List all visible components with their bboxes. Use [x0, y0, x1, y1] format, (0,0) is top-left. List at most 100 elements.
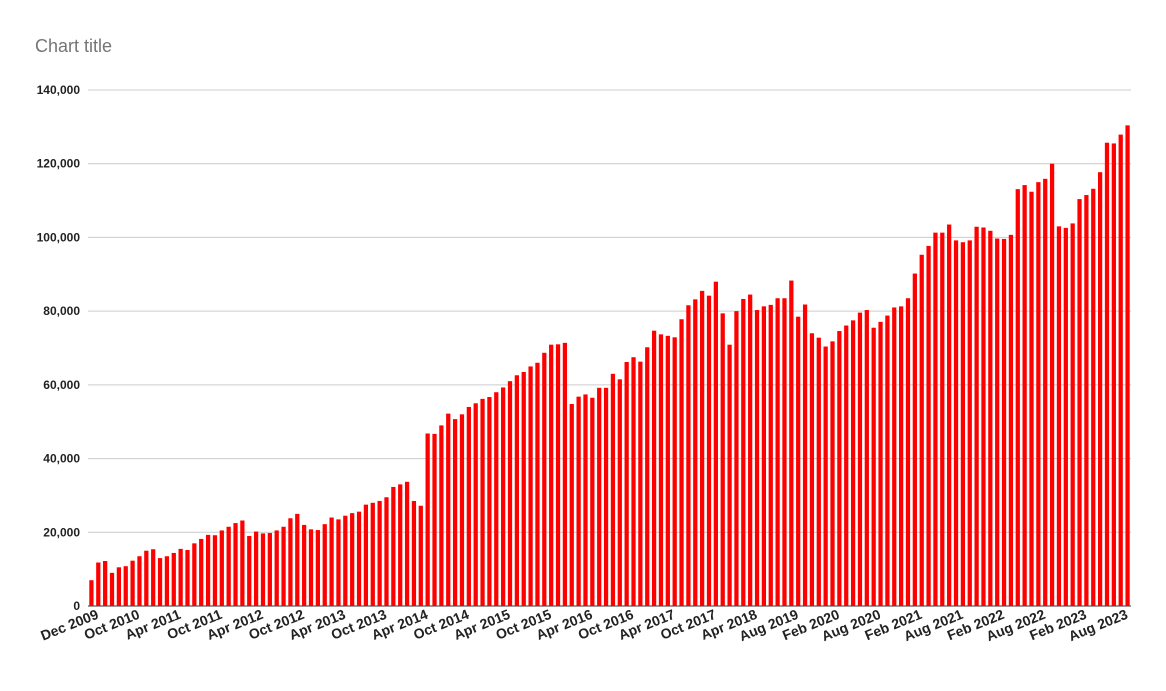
bar	[603, 387, 609, 606]
bar	[679, 319, 684, 606]
bar	[830, 341, 835, 606]
bar	[501, 387, 506, 606]
bar	[748, 294, 753, 606]
bar	[782, 298, 787, 606]
bar	[1036, 182, 1041, 606]
bar	[624, 362, 629, 606]
bar	[1084, 195, 1089, 607]
bar	[878, 321, 883, 606]
y-axis-ticks: 0 20,000 40,000 60,000 80,000 100,000 120,000 1…	[37, 83, 81, 613]
bar	[205, 534, 211, 606]
y-tick-label: 140,000	[37, 83, 81, 97]
bar	[651, 330, 657, 606]
bar	[459, 414, 465, 606]
bar	[212, 535, 218, 606]
bar	[1118, 134, 1123, 606]
bar	[418, 505, 423, 606]
bar	[562, 342, 568, 606]
bar	[452, 419, 458, 606]
bar	[1001, 238, 1007, 606]
chart-title: Chart title	[35, 36, 113, 56]
bar	[1070, 223, 1075, 607]
bar	[610, 373, 616, 606]
bar	[857, 312, 863, 606]
bar	[480, 398, 485, 606]
bar	[638, 361, 643, 606]
bar	[967, 240, 972, 606]
bar	[885, 315, 890, 606]
bar	[706, 295, 712, 606]
bar	[233, 523, 238, 606]
bar	[802, 304, 808, 606]
bar	[796, 316, 801, 606]
bar	[926, 245, 931, 606]
bar	[473, 403, 478, 606]
bar	[974, 226, 979, 607]
bar	[1015, 189, 1020, 606]
bar	[583, 394, 588, 606]
bar	[109, 572, 115, 606]
bar	[754, 310, 760, 606]
bar	[274, 530, 279, 606]
y-tick-label: 60,000	[43, 378, 80, 392]
bar	[164, 556, 170, 606]
bars	[89, 125, 1130, 607]
bar	[761, 306, 767, 606]
bar	[569, 404, 574, 606]
bar	[1022, 185, 1027, 606]
bar	[322, 524, 327, 606]
bar	[713, 281, 718, 606]
bar	[103, 561, 108, 606]
bar	[981, 227, 986, 607]
bar	[130, 560, 135, 606]
y-tick-label: 100,000	[37, 230, 81, 244]
bar	[768, 304, 773, 606]
bar	[693, 299, 698, 606]
bar	[658, 334, 664, 606]
bar	[549, 344, 554, 606]
bar	[302, 524, 307, 606]
bar	[1104, 142, 1110, 606]
bar	[555, 344, 561, 606]
bar	[947, 224, 952, 606]
bar	[391, 486, 396, 606]
bar	[816, 337, 821, 606]
bar	[1008, 234, 1014, 606]
bar	[995, 238, 1000, 606]
bar	[370, 502, 375, 606]
bar	[247, 535, 252, 606]
bar	[960, 242, 966, 606]
bar	[837, 331, 842, 606]
bar	[487, 397, 492, 606]
bar	[260, 533, 266, 606]
bar	[809, 333, 815, 606]
bar	[823, 346, 828, 606]
bar	[398, 484, 403, 606]
bar	[1111, 143, 1116, 606]
bar	[439, 425, 444, 606]
bar	[384, 497, 389, 606]
bar	[1063, 227, 1068, 606]
bar	[535, 362, 540, 606]
bar	[521, 371, 526, 606]
bar	[281, 526, 286, 606]
bar	[288, 518, 293, 606]
bar	[741, 298, 746, 606]
bar	[933, 232, 938, 606]
bar	[432, 433, 437, 606]
bar	[404, 481, 410, 606]
y-tick-label: 80,000	[43, 304, 80, 318]
bar	[1043, 178, 1048, 606]
bar	[466, 406, 471, 606]
bar	[850, 320, 856, 606]
bar	[528, 366, 533, 606]
bar	[727, 344, 732, 606]
bar	[988, 230, 993, 607]
bar	[514, 375, 519, 606]
bar	[185, 549, 190, 606]
bar	[226, 526, 231, 606]
bar	[336, 519, 341, 606]
bar	[597, 387, 602, 606]
